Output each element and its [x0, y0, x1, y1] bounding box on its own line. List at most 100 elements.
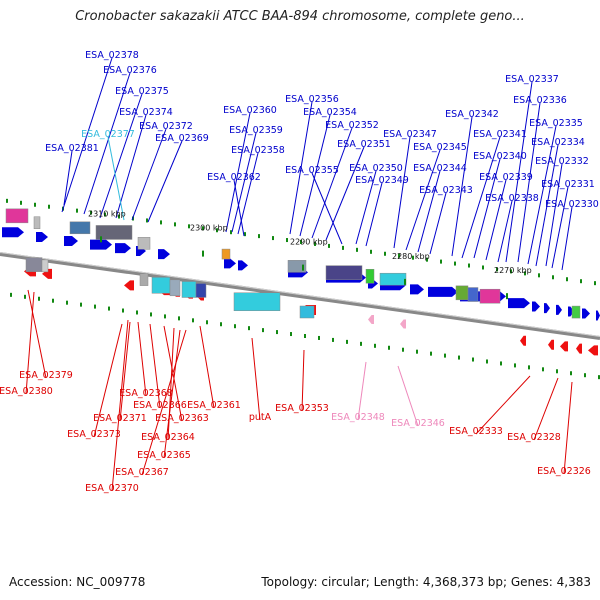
scale-tick-upper	[90, 210, 92, 215]
leader-line	[141, 329, 187, 476]
pseudogene-arrow	[368, 315, 374, 325]
scale-tick-lower	[136, 310, 138, 315]
gene-label: ESA_02378	[85, 50, 139, 61]
feature-box-upper	[69, 221, 91, 235]
gene-label: ESA_02350	[349, 163, 403, 174]
gene-label: ESA_02365	[137, 450, 191, 461]
feature-box-upper	[137, 237, 151, 250]
leader-line	[505, 81, 533, 263]
gene-forward-arrow	[115, 243, 131, 254]
scale-tick-upper	[48, 204, 50, 209]
gene-label: ESA_02369	[155, 133, 209, 144]
leader-line	[475, 375, 531, 435]
scale-tick-lower	[556, 369, 558, 374]
scale-tick-upper	[104, 212, 106, 217]
scale-tick-upper	[230, 230, 232, 235]
leader-line	[147, 140, 183, 223]
scale-tick-lower	[598, 375, 600, 380]
gene-label: ESA_02366	[133, 400, 187, 411]
leader-line	[163, 329, 181, 459]
scale-tick-upper	[286, 238, 288, 243]
feature-box-lower	[151, 277, 171, 294]
gene-label: ESA_02333	[449, 426, 503, 437]
scale-tick-upper	[356, 247, 358, 252]
gene-label: ESA_02358	[231, 145, 285, 156]
gene-label: ESA_02331	[541, 179, 595, 190]
feature-box-upper	[5, 208, 29, 224]
scale-tick-upper	[538, 273, 540, 278]
scale-tick-upper	[258, 234, 260, 239]
feature-layer	[2, 208, 600, 356]
feature-box-upper	[479, 288, 501, 304]
gene-label: ESA_02349	[355, 175, 409, 186]
kbp-label: 2310 kbp	[88, 209, 126, 218]
leader-line	[397, 365, 419, 427]
feature-box-upper	[221, 248, 231, 260]
scale-tick-lower	[164, 314, 166, 319]
gene-forward-arrow	[2, 227, 24, 238]
leader-line	[115, 114, 147, 219]
gene-label: ESA_02377	[81, 129, 135, 140]
feature-box-lower	[41, 259, 49, 273]
leader-line	[405, 149, 441, 251]
scale-tick-upper	[398, 253, 400, 258]
map-title: Cronobacter sakazakii ATCC BAA-894 chrom…	[75, 9, 525, 24]
kbp-label: 2300 kbp	[190, 224, 228, 233]
gene-label: ESA_02334	[531, 137, 585, 148]
leader-line	[517, 102, 541, 263]
scale-tick-upper	[20, 200, 22, 205]
gene-forward-arrow	[410, 284, 424, 295]
scale-tick-lower	[52, 298, 54, 303]
scale-tick-lower	[122, 308, 124, 313]
leader-line	[93, 323, 123, 438]
kbp-tick	[100, 236, 102, 243]
leader-line	[199, 325, 215, 409]
leader-line	[311, 127, 353, 239]
leader-line	[545, 163, 563, 267]
scale-tick-lower	[514, 363, 516, 368]
leader-line	[533, 377, 559, 441]
gene-forward-arrow	[508, 298, 530, 309]
gene-label: ESA_02371	[93, 413, 147, 424]
feature-box-lower	[299, 305, 315, 319]
genome-axis	[0, 252, 600, 340]
gene-label: ESA_02345	[413, 142, 467, 153]
scale-tick-lower	[570, 371, 572, 376]
gene-forward-arrow	[224, 258, 236, 269]
scale-tick-upper	[482, 265, 484, 270]
scale-tick-lower	[38, 296, 40, 301]
gene-label: ESA_02337	[505, 74, 559, 85]
scale-tick-upper	[6, 198, 8, 203]
leader-line	[563, 381, 573, 475]
gene-reverse-arrow	[576, 343, 582, 354]
scale-tick-upper	[188, 224, 190, 229]
scale-tick-upper	[468, 263, 470, 268]
feature-box-upper	[365, 268, 375, 284]
scale-tick-upper	[300, 240, 302, 244]
feature-box-lower	[169, 279, 181, 297]
scale-tick-lower	[262, 328, 264, 333]
leader-line	[233, 179, 245, 237]
leader-line	[25, 291, 35, 395]
gene-forward-arrow	[596, 310, 600, 321]
gene-label: ESA_02338	[485, 193, 539, 204]
gene-label: ESA_02381	[45, 143, 99, 154]
leader-line	[527, 125, 557, 265]
feature-box-upper	[287, 260, 307, 273]
leader-line	[461, 136, 501, 259]
scale-tick-upper	[272, 236, 274, 241]
scale-tick-upper	[314, 241, 316, 246]
tick-layer	[6, 198, 600, 380]
scale-tick-lower	[220, 322, 222, 327]
scale-tick-lower	[388, 345, 390, 350]
scale-tick-lower	[178, 316, 180, 321]
kbp-tick	[506, 293, 508, 300]
scale-tick-upper	[76, 208, 78, 213]
gene-label: putA	[249, 412, 272, 423]
pseudogene-arrow	[400, 319, 406, 329]
genome-axis-highlight	[0, 252, 600, 337]
feature-box-upper	[325, 265, 363, 280]
leader-line	[301, 349, 305, 412]
scale-tick-lower	[206, 320, 208, 325]
